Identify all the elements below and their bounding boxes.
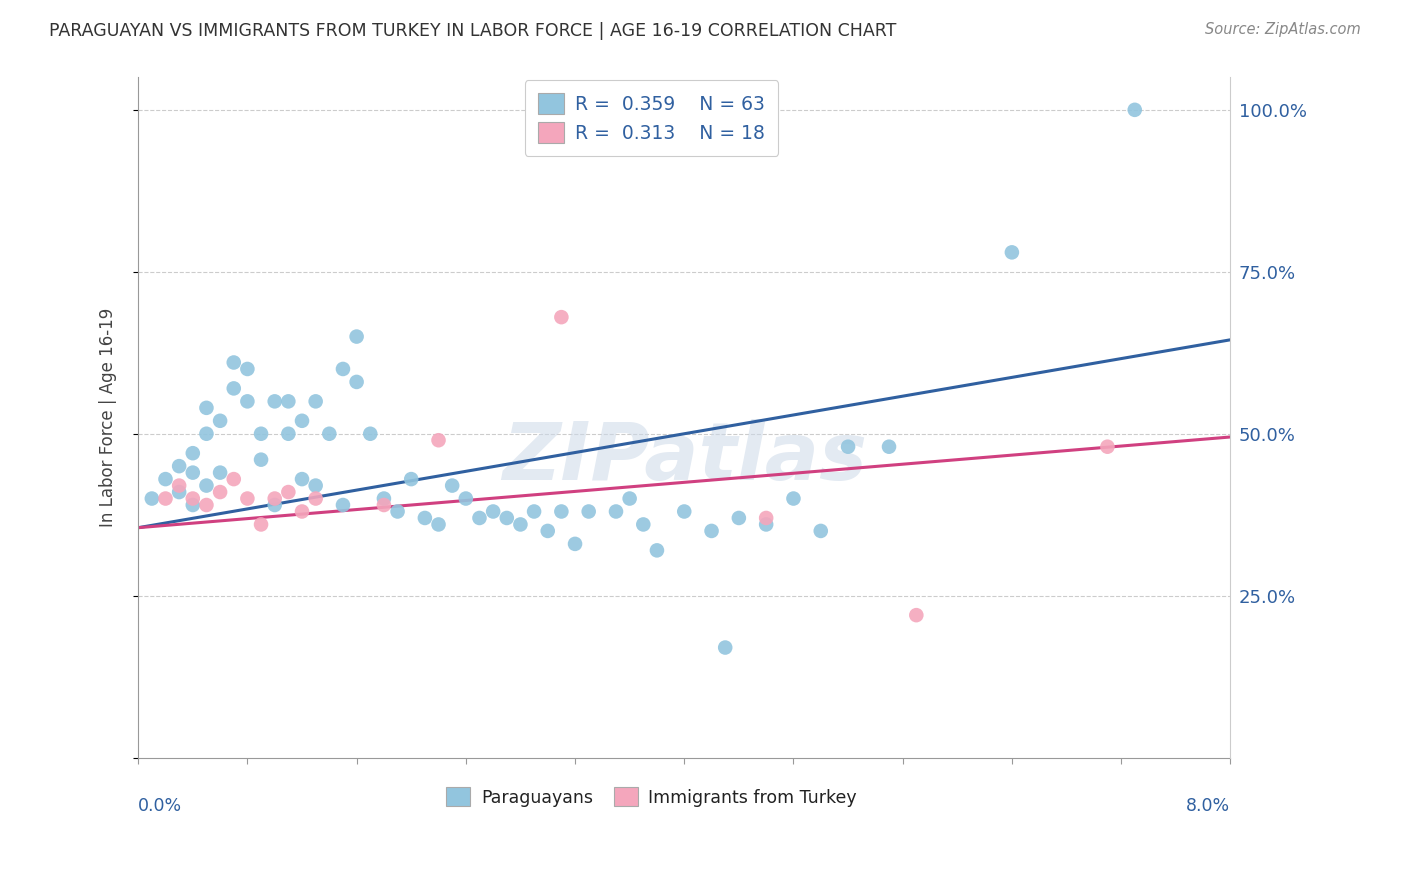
Point (332, 362, 354, 376)
Point (837, 440, 859, 454)
Point (413, 511, 436, 525)
Point (905, 608, 928, 623)
Point (209, 466, 232, 480)
Point (236, 491, 259, 506)
Text: Source: ZipAtlas.com: Source: ZipAtlas.com (1205, 22, 1361, 37)
Point (373, 491, 395, 506)
Point (755, 511, 778, 525)
Point (1123, 103, 1146, 117)
Point (468, 511, 491, 525)
Point (250, 426, 273, 441)
Point (441, 478, 464, 492)
Point (167, 485, 190, 500)
Point (578, 504, 600, 518)
Point (209, 485, 232, 500)
Point (728, 511, 751, 525)
Point (305, 491, 328, 506)
Point (167, 459, 190, 474)
Point (877, 440, 900, 454)
Text: 8.0%: 8.0% (1187, 797, 1230, 814)
Point (373, 498, 395, 512)
Point (550, 310, 572, 325)
Point (387, 504, 409, 518)
Point (782, 491, 804, 506)
Point (277, 485, 299, 500)
Legend: Paraguayans, Immigrants from Turkey: Paraguayans, Immigrants from Turkey (439, 780, 863, 814)
Point (482, 504, 505, 518)
Point (222, 355, 245, 369)
Point (1097, 440, 1119, 454)
Text: 0.0%: 0.0% (138, 797, 183, 814)
Point (332, 498, 354, 512)
Point (1001, 245, 1024, 260)
Point (399, 472, 422, 486)
Point (619, 491, 641, 506)
Point (277, 426, 299, 441)
Point (495, 511, 517, 525)
Point (537, 524, 560, 538)
Point (550, 504, 572, 518)
Point (250, 517, 273, 532)
Point (346, 375, 368, 389)
Point (346, 329, 368, 343)
Point (700, 524, 723, 538)
Point (523, 504, 546, 518)
Point (633, 517, 655, 532)
Point (209, 414, 232, 428)
Point (195, 478, 218, 492)
Point (250, 452, 273, 467)
Point (427, 434, 450, 448)
Point (305, 394, 328, 409)
Point (318, 426, 340, 441)
Point (291, 504, 314, 518)
Point (141, 491, 163, 506)
Point (181, 466, 204, 480)
Point (263, 394, 285, 409)
Point (359, 426, 381, 441)
Point (714, 640, 737, 655)
Point (291, 414, 314, 428)
Point (305, 478, 328, 492)
Point (181, 446, 204, 460)
Point (605, 504, 627, 518)
Point (509, 517, 531, 532)
Y-axis label: In Labor Force | Age 16-19: In Labor Force | Age 16-19 (100, 308, 117, 527)
Point (195, 426, 218, 441)
Point (222, 381, 245, 395)
Point (454, 491, 477, 506)
Point (427, 517, 450, 532)
Point (291, 472, 314, 486)
Point (277, 394, 299, 409)
Point (195, 401, 218, 415)
Point (236, 394, 259, 409)
Point (155, 491, 177, 506)
Point (195, 498, 218, 512)
Point (236, 362, 259, 376)
Point (564, 537, 586, 551)
Text: ZIPatlas: ZIPatlas (502, 419, 866, 498)
Text: PARAGUAYAN VS IMMIGRANTS FROM TURKEY IN LABOR FORCE | AGE 16-19 CORRELATION CHAR: PARAGUAYAN VS IMMIGRANTS FROM TURKEY IN … (49, 22, 897, 40)
Point (181, 498, 204, 512)
Point (645, 543, 668, 558)
Point (810, 524, 832, 538)
Point (755, 517, 778, 532)
Point (222, 472, 245, 486)
Point (181, 491, 204, 506)
Point (673, 504, 696, 518)
Point (263, 491, 285, 506)
Point (263, 498, 285, 512)
Point (155, 472, 177, 486)
Point (167, 478, 190, 492)
